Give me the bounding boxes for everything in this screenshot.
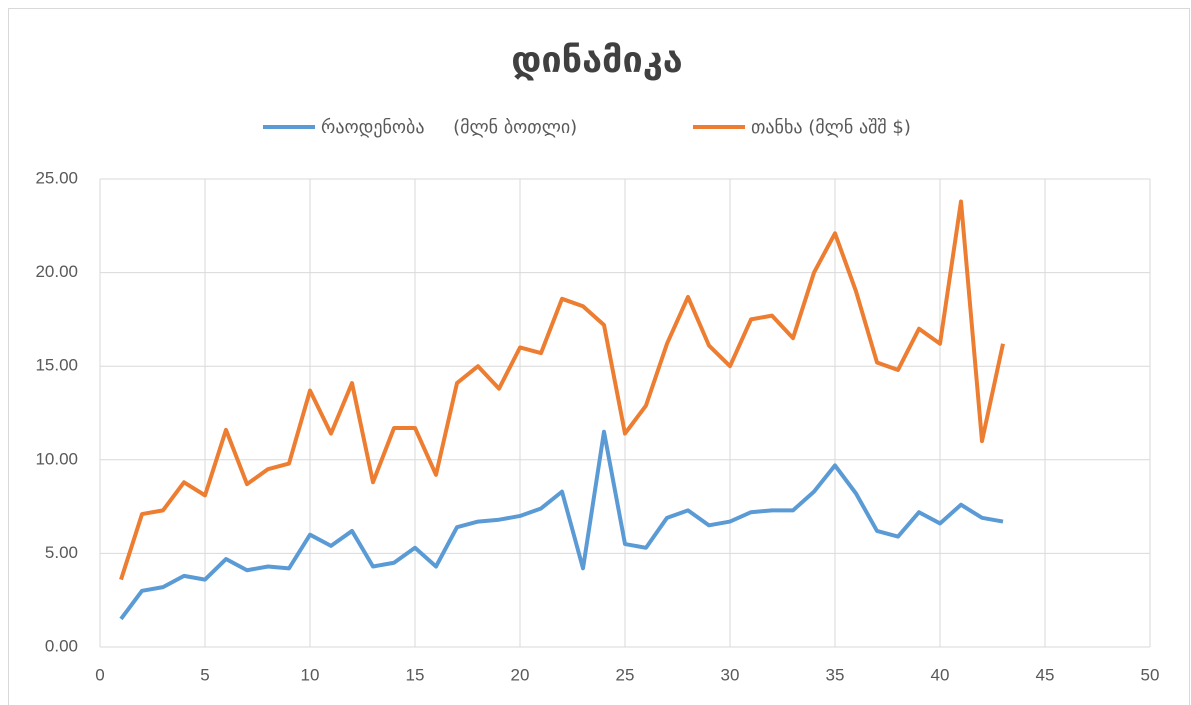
x-tick-label: 5 xyxy=(200,665,209,684)
x-tick-label: 15 xyxy=(406,665,425,684)
x-tick-label: 0 xyxy=(95,665,104,684)
legend-label: რაოდენობა (მლნ ბოთლი) xyxy=(321,117,577,138)
data-line xyxy=(119,199,1005,581)
y-tick-label: 10.00 xyxy=(35,449,78,468)
chart-frame xyxy=(8,8,1190,705)
x-tick-label: 20 xyxy=(511,665,530,684)
x-tick-label: 50 xyxy=(1141,665,1160,684)
y-tick-label: 25.00 xyxy=(35,168,78,187)
y-tick-label: 5.00 xyxy=(45,543,78,562)
x-tick-label: 10 xyxy=(301,665,320,684)
x-tick-label: 25 xyxy=(616,665,635,684)
x-tick-label: 35 xyxy=(826,665,845,684)
x-tick-label: 40 xyxy=(931,665,950,684)
y-tick-label: 15.00 xyxy=(35,356,78,375)
chart-title: დინამიკა xyxy=(511,40,682,81)
y-tick-label: 20.00 xyxy=(35,262,78,281)
y-tick-label: 0.00 xyxy=(45,636,78,655)
x-tick-label: 45 xyxy=(1036,665,1055,684)
x-tick-label: 30 xyxy=(721,665,740,684)
legend-label: თანხა (მლნ აშშ $) xyxy=(751,117,911,138)
data-line xyxy=(119,429,1004,621)
